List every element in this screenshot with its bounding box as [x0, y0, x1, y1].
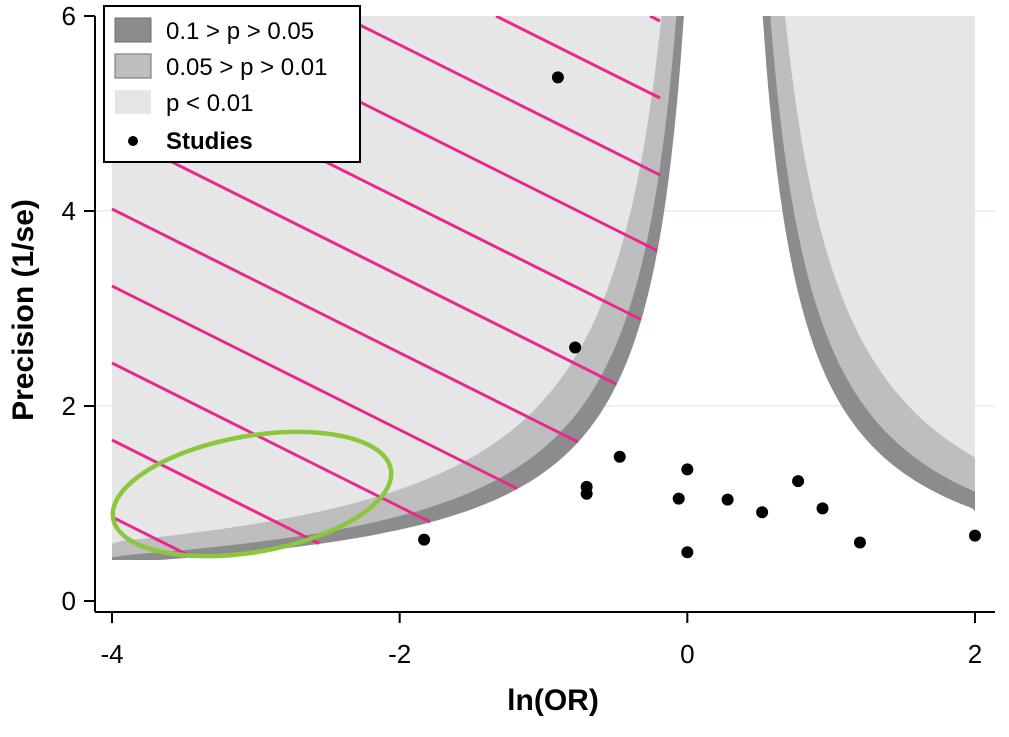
study-point: [569, 341, 582, 354]
green-ellipse-annotation: [110, 429, 394, 559]
x-tick-label: 2: [968, 639, 982, 669]
hatch-line: [111, 130, 617, 386]
study-point: [681, 546, 694, 559]
study-points: [418, 71, 981, 559]
x-tick-label: 0: [680, 639, 694, 669]
region-right: [785, 16, 975, 561]
legend-swatch: [114, 53, 152, 79]
study-point: [792, 475, 805, 488]
hatch-line: [111, 515, 193, 559]
legend-swatch: [115, 90, 151, 114]
study-point: [672, 492, 685, 505]
study-point: [681, 463, 694, 476]
y-tick-label: 2: [62, 391, 76, 421]
study-point: [969, 529, 981, 542]
x-tick-label: -4: [100, 639, 123, 669]
study-point: [816, 502, 829, 515]
hatch-line: [111, 284, 518, 490]
hatch-line: [495, 16, 661, 100]
study-point: [580, 487, 593, 500]
legend: 0.1 > p > 0.05 0.05 > p > 0.01 p < 0.01 Stu…: [103, 5, 361, 163]
study-point: [756, 506, 769, 519]
legend-label: 0.05 > p > 0.01: [166, 54, 327, 81]
legend-label: 0.1 > p > 0.05: [166, 18, 314, 45]
study-point: [418, 533, 431, 546]
x-tick-label: -2: [388, 639, 411, 669]
green-ellipse: [110, 429, 394, 559]
axes: -4 -2 0 2 0 2 4 6: [62, 1, 995, 669]
hatch-line: [111, 438, 320, 545]
hatch-line: [649, 16, 661, 23]
legend-swatch: [114, 17, 152, 43]
hatch-line: [111, 361, 431, 524]
study-point: [721, 493, 734, 506]
y-tick-label: 0: [62, 586, 76, 616]
legend-label: p < 0.01: [166, 90, 253, 117]
legend-label: Studies: [166, 128, 253, 155]
y-tick-label: 6: [62, 1, 76, 31]
study-point: [853, 536, 866, 549]
hatch-line: [111, 207, 579, 444]
study-point: [613, 450, 626, 463]
study-point: [551, 71, 564, 84]
hatch-line: [341, 16, 661, 177]
y-axis-title: Precision (1/se): [7, 199, 40, 421]
legend-marker: [128, 136, 138, 146]
x-axis-title: ln(OR): [507, 684, 599, 717]
y-tick-label: 4: [62, 196, 76, 226]
